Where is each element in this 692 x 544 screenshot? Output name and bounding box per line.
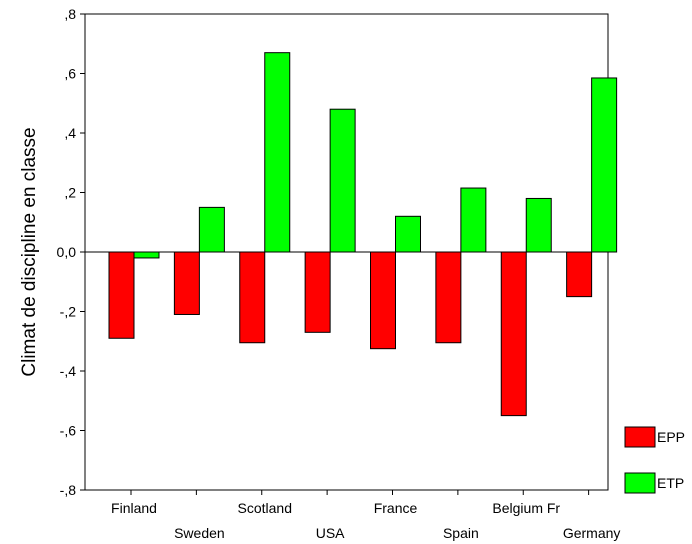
y-tick-label: ,4 — [64, 125, 76, 141]
legend-label-etp: ETP — [657, 475, 684, 491]
y-tick-label: ,8 — [64, 6, 76, 22]
y-tick-label: 0,0 — [57, 244, 77, 260]
bar-etp-scotland — [264, 52, 291, 253]
y-tick-label: ,2 — [64, 185, 76, 201]
y-axis-label: Climat de discipline en classe — [19, 127, 40, 376]
x-tick-label: Sweden — [174, 525, 225, 541]
bar-etp-sweden — [198, 206, 225, 253]
y-tick-label: -,2 — [60, 304, 77, 320]
x-tick-label: Belgium Fr — [492, 500, 560, 516]
bar-epp-belgium-fr — [500, 251, 527, 417]
bar-etp-belgium-fr — [525, 197, 552, 253]
bar-etp-spain — [460, 187, 487, 253]
bar-etp-france — [395, 215, 421, 253]
bar-epp-germany — [566, 251, 593, 298]
bar-epp-usa — [304, 251, 331, 333]
bar-epp-scotland — [239, 251, 266, 344]
bar-epp-finland — [108, 251, 135, 339]
legend-swatch-epp — [624, 426, 656, 448]
bar-epp-sweden — [173, 251, 200, 315]
legend-swatch-etp — [624, 472, 656, 494]
bar-etp-usa — [329, 108, 356, 253]
x-tick-label: USA — [316, 525, 345, 541]
x-tick-label: Scotland — [238, 500, 292, 516]
x-tick-label: France — [374, 500, 418, 516]
x-tick-label: Spain — [443, 525, 479, 541]
bar-etp-germany — [591, 77, 618, 253]
y-tick-label: -,8 — [60, 482, 77, 498]
y-tick-label: -,4 — [60, 363, 77, 379]
bar-epp-spain — [435, 251, 462, 344]
bar-etp-finland — [133, 251, 160, 259]
bar-epp-france — [370, 251, 396, 350]
y-tick-label: ,6 — [64, 66, 76, 82]
legend-label-epp: EPP — [657, 429, 685, 445]
x-tick-label: Germany — [563, 525, 621, 541]
y-tick-label: -,6 — [60, 423, 77, 439]
x-tick-label: Finland — [111, 500, 157, 516]
